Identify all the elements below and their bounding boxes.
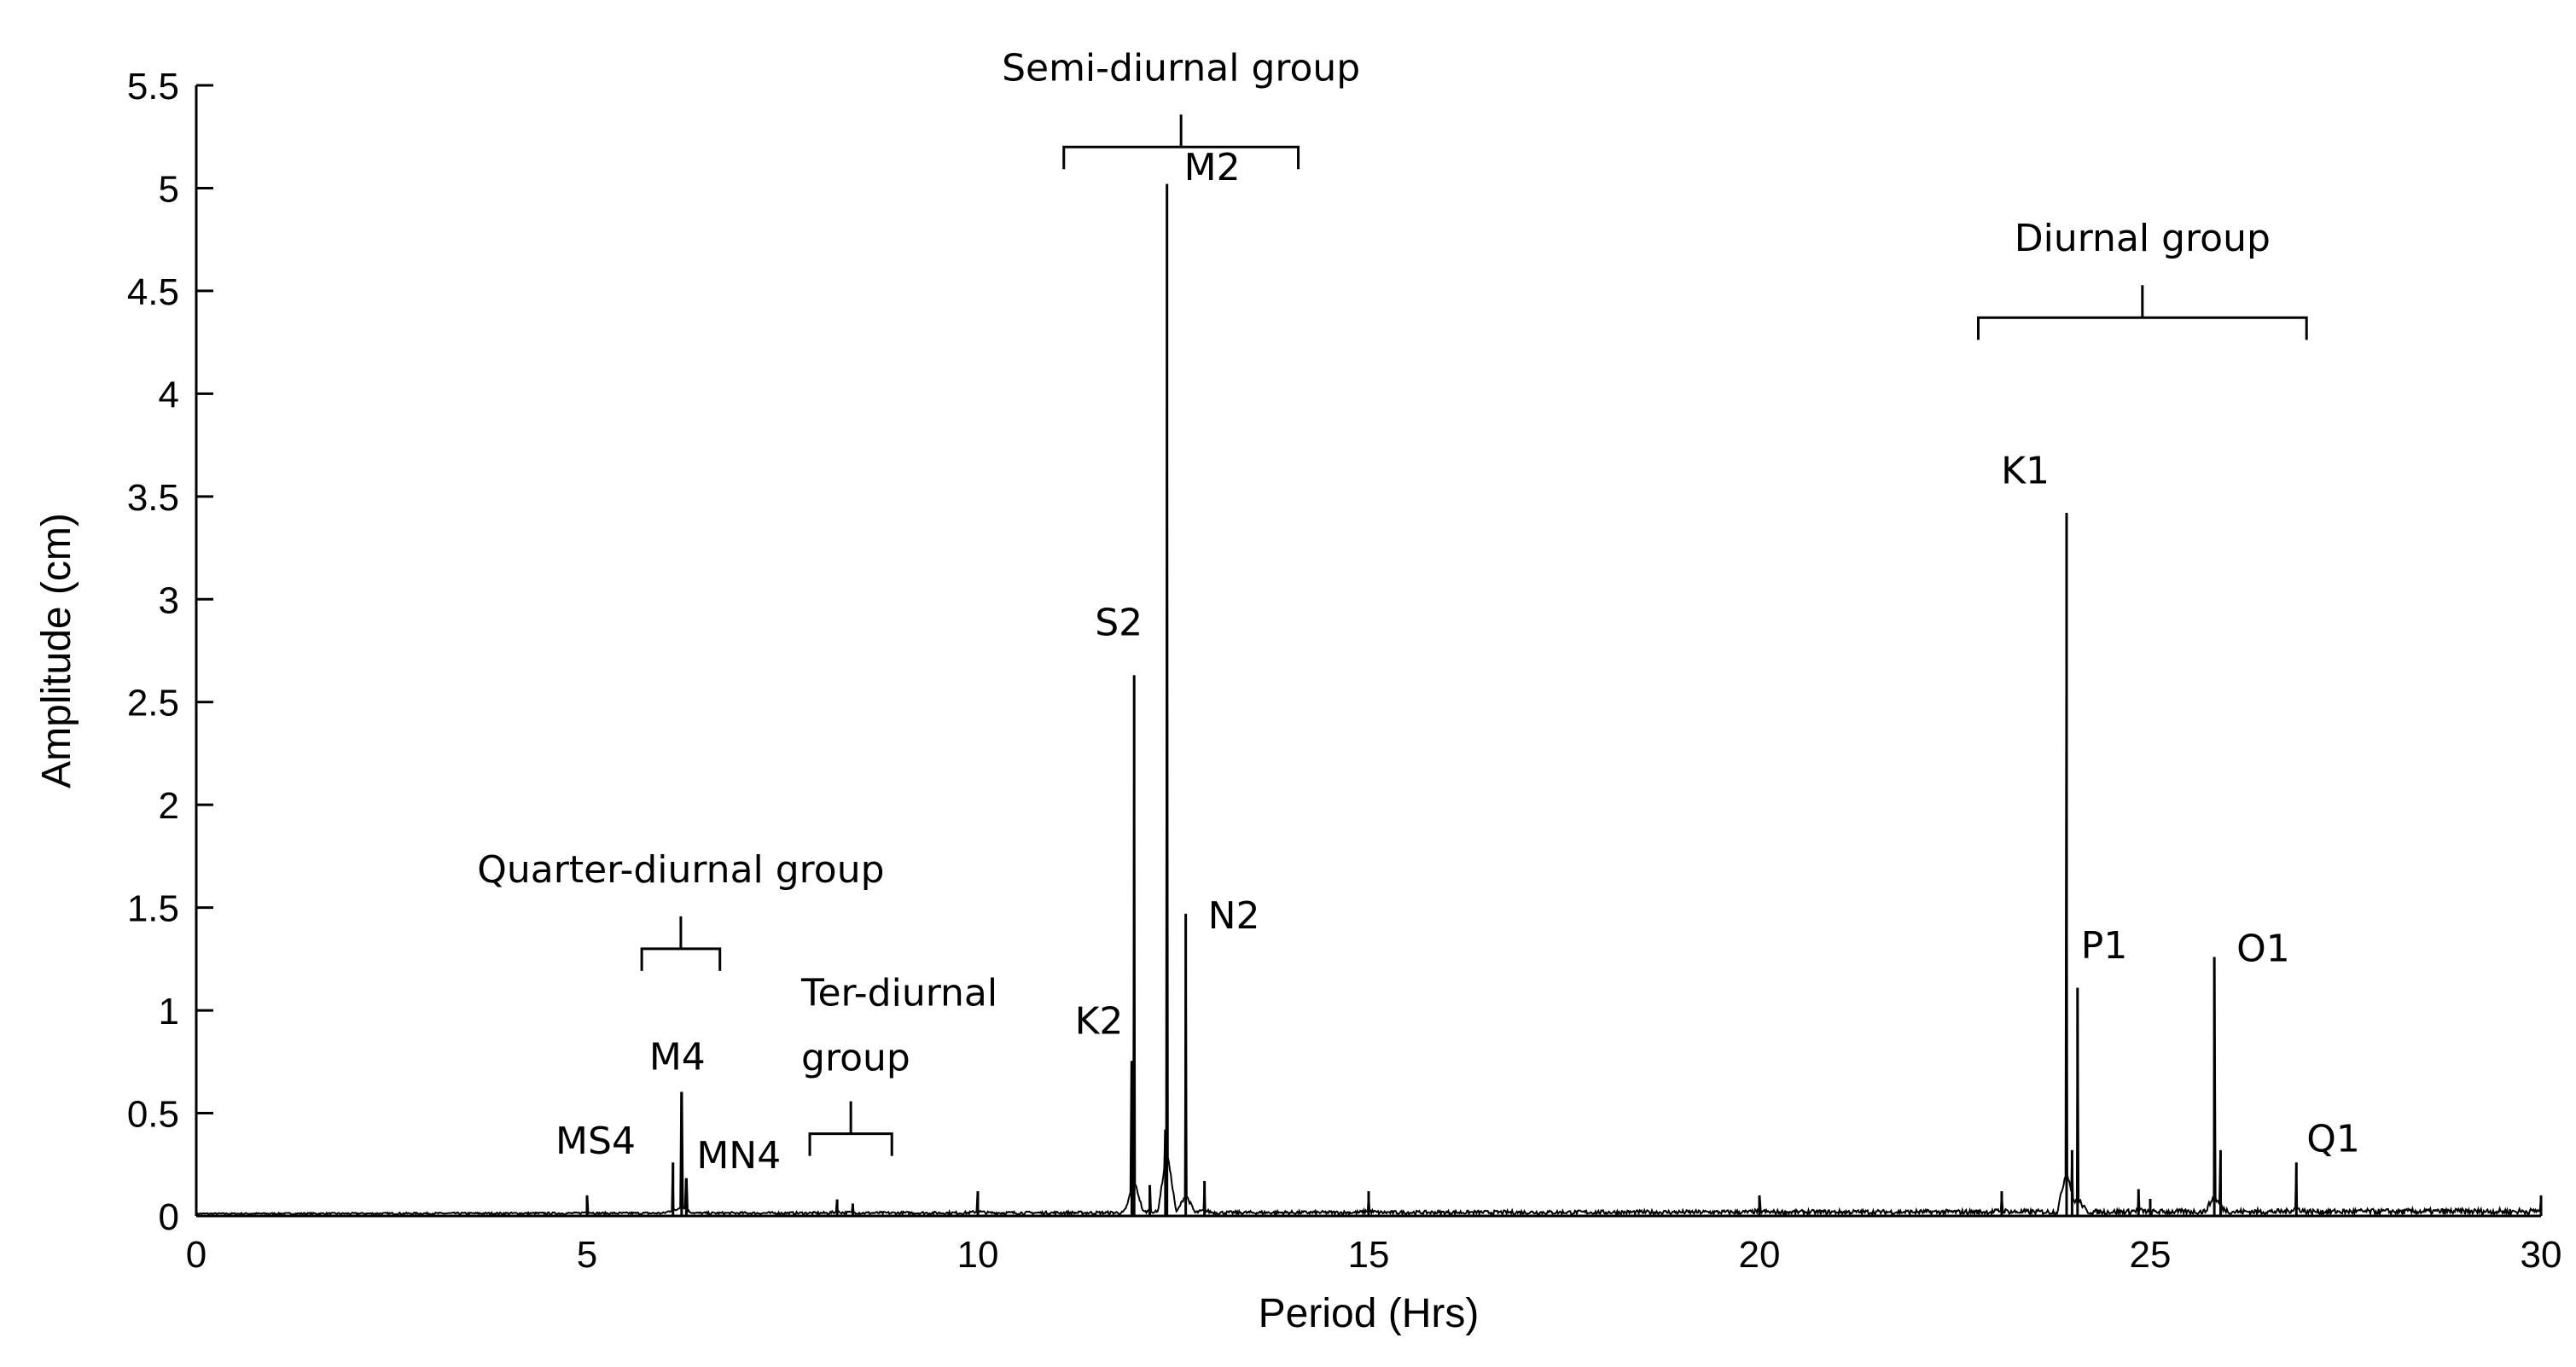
group-bracket	[808, 1101, 893, 1156]
y-tick-label: 3.5	[127, 477, 179, 519]
group-label: group	[801, 1037, 910, 1080]
constituent-labels: MS4 M4 MN4 K2 S2 M2 N2 K1 P1 O1 Q1	[555, 146, 2360, 1178]
constituent-label: M2	[1184, 146, 1241, 189]
x-tick-label: 5	[577, 1234, 597, 1276]
constituent-label: S2	[1095, 602, 1143, 645]
group-label: Diurnal group	[2015, 217, 2271, 260]
group-bracket	[1976, 285, 2308, 340]
x-tick-label: 10	[957, 1234, 999, 1276]
y-tick-label: 4.5	[127, 271, 179, 313]
group-bracket	[640, 916, 722, 971]
constituent-label: K1	[2001, 449, 2050, 492]
group-label: Semi-diurnal group	[1002, 46, 1360, 90]
spectrum-series	[195, 183, 2542, 1218]
group-label: Ter-diurnal	[800, 972, 997, 1015]
x-tick-label: 0	[186, 1234, 206, 1276]
y-tick-label: 1	[159, 991, 179, 1033]
y-tick-label: 4	[159, 374, 179, 416]
group-label: Quarter-diurnal group	[477, 848, 884, 892]
y-tick-label: 2	[159, 785, 179, 827]
group-bracket	[1062, 114, 1300, 170]
x-tick-label: 30	[2521, 1234, 2562, 1276]
x-tick-label: 25	[2130, 1234, 2172, 1276]
constituent-label: MN4	[696, 1134, 781, 1178]
peak-markers	[585, 183, 2543, 1216]
y-tick-label: 0.5	[127, 1094, 179, 1136]
y-tick-label: 3	[159, 579, 179, 621]
constituent-label: K2	[1075, 1000, 1124, 1044]
constituent-label: M4	[649, 1036, 706, 1079]
y-tick-label: 0	[159, 1196, 179, 1238]
y-tick-label: 5.5	[127, 66, 179, 108]
x-axis-title: Period (Hrs)	[1259, 1291, 1480, 1336]
constituent-label: MS4	[555, 1120, 636, 1163]
x-tick-label: 20	[1739, 1234, 1781, 1276]
y-tick-label: 1.5	[127, 888, 179, 930]
x-axis: 0 5 10 15 20 25 30	[186, 1199, 2562, 1276]
constituent-label: Q1	[2306, 1118, 2360, 1161]
y-tick-label: 5	[159, 168, 179, 210]
x-tick-label: 15	[1348, 1234, 1390, 1276]
constituent-label: N2	[1208, 894, 1260, 938]
y-axis: 0 0.5 1 1.5 2 2.5 3 3.5 4 4.5 5 5.5	[127, 66, 213, 1238]
constituent-label: O1	[2236, 928, 2290, 971]
constituent-label: P1	[2081, 924, 2128, 968]
spectrum-line	[195, 183, 2542, 1218]
y-axis-title: Amplitude (cm)	[34, 513, 79, 788]
y-tick-label: 2.5	[127, 683, 179, 724]
group-brackets: Quarter-diurnal group Ter-diurnal group Sem…	[477, 46, 2308, 1156]
